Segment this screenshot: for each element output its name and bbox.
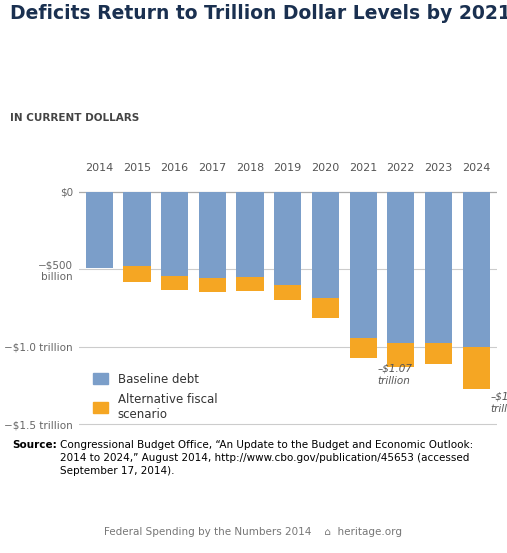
Bar bbox=[123, 192, 151, 266]
Bar bbox=[462, 347, 490, 389]
Bar bbox=[349, 192, 377, 337]
Legend: Baseline debt, Alternative fiscal
scenario: Baseline debt, Alternative fiscal scenar… bbox=[93, 373, 218, 421]
Text: –$1.27
trillion: –$1.27 trillion bbox=[490, 392, 507, 414]
Text: IN CURRENT DOLLARS: IN CURRENT DOLLARS bbox=[10, 113, 139, 123]
Bar bbox=[236, 277, 264, 291]
Bar bbox=[274, 192, 301, 285]
Bar bbox=[161, 275, 188, 290]
Bar bbox=[123, 266, 151, 282]
Bar bbox=[199, 192, 226, 278]
Bar bbox=[425, 343, 452, 364]
Bar bbox=[425, 192, 452, 343]
Text: –$1.07
trillion: –$1.07 trillion bbox=[377, 364, 412, 387]
Text: Deficits Return to Trillion Dollar Levels by 2021: Deficits Return to Trillion Dollar Level… bbox=[10, 4, 507, 23]
Text: Congressional Budget Office, “An Update to the Budget and Economic Outlook:
2014: Congressional Budget Office, “An Update … bbox=[60, 440, 473, 476]
Bar bbox=[274, 285, 301, 300]
Bar bbox=[312, 192, 339, 299]
Bar bbox=[86, 192, 113, 268]
Bar bbox=[312, 299, 339, 318]
Bar bbox=[199, 278, 226, 292]
Bar bbox=[462, 192, 490, 347]
Bar bbox=[236, 192, 264, 277]
Text: Federal Spending by the Numbers 2014    ⌂  heritage.org: Federal Spending by the Numbers 2014 ⌂ h… bbox=[104, 526, 403, 537]
Bar bbox=[161, 192, 188, 275]
Bar bbox=[349, 337, 377, 358]
Text: Source:: Source: bbox=[13, 440, 57, 450]
Bar bbox=[387, 192, 414, 343]
Bar bbox=[387, 343, 414, 367]
